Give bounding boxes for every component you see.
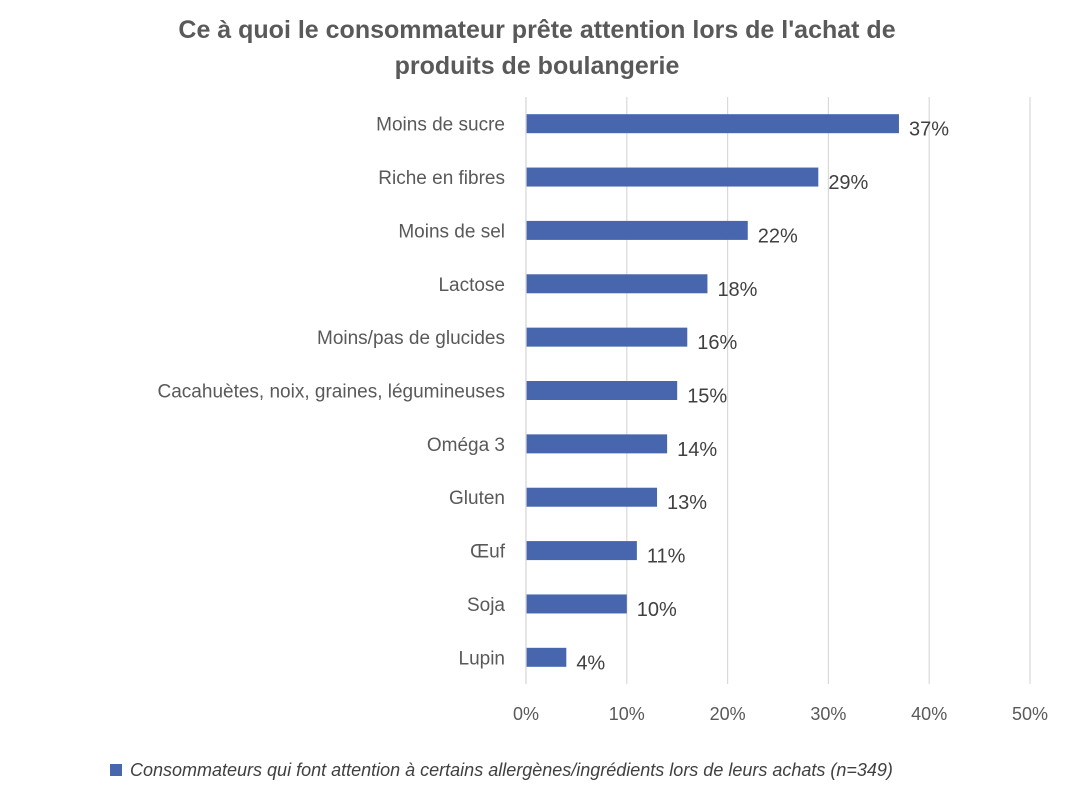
- bar: [526, 381, 678, 400]
- data-label: 22%: [758, 225, 798, 247]
- data-label: 18%: [717, 279, 757, 301]
- category-label: Lupin: [459, 648, 506, 669]
- bar: [526, 434, 668, 454]
- data-label: 11%: [647, 546, 686, 568]
- data-label: 14%: [677, 439, 717, 461]
- chart-title-line-2: produits de boulangerie: [394, 52, 680, 80]
- legend-label: Consommateurs qui font attention à certa…: [130, 759, 893, 780]
- bar: [526, 220, 748, 240]
- x-tick-label: 10%: [609, 704, 645, 724]
- x-tick-label: 40%: [911, 704, 947, 724]
- category-label: Oméga 3: [427, 435, 505, 456]
- category-label: Moins de sel: [398, 221, 505, 242]
- category-label: Œuf: [470, 542, 506, 563]
- category-label: Cacahuètes, noix, graines, légumineuses: [158, 382, 505, 403]
- category-label: Moins de sucre: [376, 115, 505, 136]
- x-tick-label: 20%: [710, 704, 746, 724]
- x-tick-label: 30%: [810, 704, 846, 724]
- category-label: Gluten: [449, 488, 505, 509]
- chart-title-line-1: Ce à quoi le consommateur prête attentio…: [178, 16, 896, 44]
- bar: [526, 541, 637, 561]
- bar: [526, 487, 658, 507]
- bar: [526, 327, 688, 347]
- data-label: 16%: [697, 332, 737, 354]
- data-label: 29%: [828, 172, 868, 194]
- data-label: 37%: [909, 119, 949, 141]
- bar: [526, 167, 819, 187]
- category-label: Riche en fibres: [378, 168, 505, 189]
- data-label: 10%: [637, 599, 677, 621]
- category-label: Lactose: [438, 275, 505, 296]
- data-label: 15%: [687, 386, 727, 408]
- legend-swatch: [110, 764, 122, 776]
- category-label: Soja: [467, 595, 505, 616]
- bar: [526, 594, 627, 614]
- data-label: 13%: [667, 492, 707, 514]
- x-tick-label: 0%: [513, 704, 539, 724]
- x-tick-label: 50%: [1012, 704, 1048, 724]
- bar: [526, 274, 708, 294]
- legend: Consommateurs qui font attention à certa…: [110, 758, 893, 782]
- category-label: Moins/pas de glucides: [317, 328, 505, 349]
- bar: [526, 114, 899, 134]
- bar: [526, 647, 567, 667]
- data-label: 4%: [576, 652, 605, 674]
